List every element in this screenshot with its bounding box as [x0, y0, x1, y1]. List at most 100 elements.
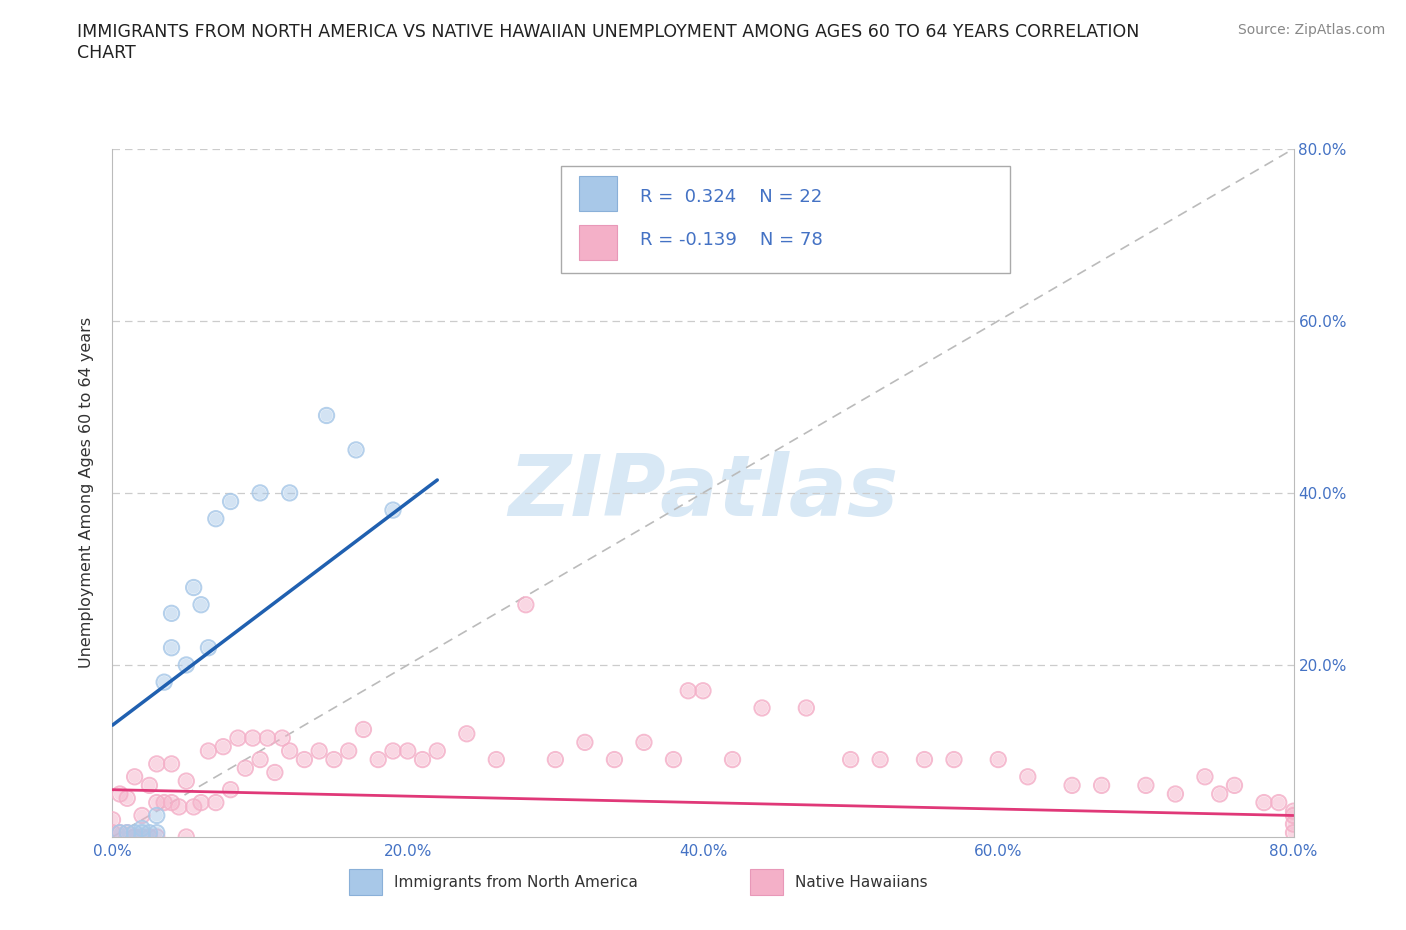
Point: [205, 512, 228, 526]
Point: [197, 744, 219, 759]
Point: [1282, 817, 1305, 831]
Point: [1208, 787, 1232, 802]
Point: [1194, 769, 1216, 784]
Point: [108, 825, 131, 840]
Point: [131, 830, 153, 844]
Point: [1282, 817, 1305, 831]
Point: [751, 700, 773, 715]
Point: [485, 752, 508, 767]
Point: [146, 808, 169, 823]
Point: [914, 752, 936, 767]
Point: [124, 769, 146, 784]
Point: [160, 606, 183, 621]
Point: [1282, 808, 1305, 823]
Point: [278, 485, 301, 500]
Point: [146, 825, 169, 840]
Point: [174, 830, 197, 844]
Point: [271, 731, 294, 746]
Point: [124, 830, 146, 844]
Point: [1164, 787, 1187, 802]
Point: [987, 752, 1010, 767]
Point: [124, 830, 146, 844]
Point: [153, 795, 176, 810]
Point: [1223, 777, 1246, 792]
Point: [138, 825, 160, 840]
Point: [249, 485, 271, 500]
Point: [138, 777, 160, 792]
Point: [1208, 787, 1232, 802]
Point: [485, 752, 508, 767]
Text: R = -0.139    N = 78: R = -0.139 N = 78: [640, 231, 823, 248]
Point: [167, 800, 190, 815]
Point: [219, 782, 242, 797]
Point: [839, 752, 862, 767]
Point: [160, 795, 183, 810]
Point: [124, 825, 146, 840]
Point: [1282, 804, 1305, 818]
Point: [183, 580, 205, 595]
Point: [337, 744, 360, 759]
Point: [242, 731, 264, 746]
Point: [190, 597, 212, 612]
Point: [138, 825, 160, 840]
Point: [146, 825, 169, 840]
Point: [396, 744, 419, 759]
Bar: [349, 870, 382, 896]
Point: [174, 774, 197, 789]
Point: [382, 503, 405, 518]
Point: [131, 821, 153, 836]
Point: [117, 790, 138, 805]
Point: [124, 830, 146, 844]
Point: [131, 830, 153, 844]
Point: [212, 739, 235, 754]
Point: [153, 675, 176, 690]
Point: [153, 795, 176, 810]
Point: [1091, 777, 1114, 792]
Point: [242, 731, 264, 746]
Point: [101, 813, 124, 828]
Point: [315, 408, 337, 423]
Point: [101, 825, 124, 840]
Bar: [751, 870, 783, 896]
Point: [117, 825, 138, 840]
Point: [515, 597, 537, 612]
Point: [138, 777, 160, 792]
Point: [382, 744, 405, 759]
Point: [1282, 825, 1305, 840]
Point: [633, 735, 655, 750]
Point: [219, 494, 242, 509]
Point: [249, 485, 271, 500]
Point: [183, 580, 205, 595]
Y-axis label: Unemployment Among Ages 60 to 64 years: Unemployment Among Ages 60 to 64 years: [79, 317, 94, 669]
Point: [124, 825, 146, 840]
Point: [124, 830, 146, 844]
Point: [256, 731, 278, 746]
Point: [337, 744, 360, 759]
Point: [1062, 777, 1084, 792]
Point: [131, 825, 153, 840]
Point: [160, 606, 183, 621]
Point: [212, 739, 235, 754]
Point: [131, 808, 153, 823]
Point: [796, 700, 818, 715]
Point: [308, 744, 330, 759]
Point: [190, 597, 212, 612]
Point: [1017, 769, 1039, 784]
Point: [117, 825, 138, 840]
Point: [197, 641, 219, 656]
Point: [352, 722, 374, 737]
Point: [751, 700, 773, 715]
Point: [190, 795, 212, 810]
Point: [146, 830, 169, 844]
Point: [426, 744, 449, 759]
Point: [131, 821, 153, 836]
Point: [183, 800, 205, 815]
Text: Immigrants from North America: Immigrants from North America: [394, 875, 637, 890]
Point: [226, 731, 249, 746]
Point: [1282, 808, 1305, 823]
Point: [662, 752, 685, 767]
Point: [1282, 804, 1305, 818]
Point: [456, 726, 478, 741]
Point: [1135, 777, 1157, 792]
Point: [278, 485, 301, 500]
